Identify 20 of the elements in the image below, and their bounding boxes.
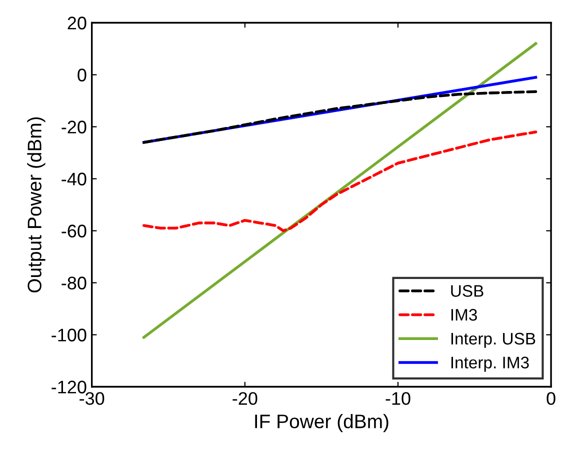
legend-label: Interp. IM3: [451, 356, 529, 372]
y-tick-label: 20: [68, 16, 86, 30]
y-tick-label: -120: [52, 380, 86, 394]
line-series: [142, 90, 538, 144]
y-tick-label: 0: [78, 68, 86, 82]
legend-label: USB: [451, 285, 484, 297]
y-axis-title: Output Power (dBm): [27, 117, 46, 292]
y-tick-label: -80: [62, 276, 86, 290]
line-series: [142, 130, 538, 232]
legend-label: IM3: [451, 308, 477, 321]
x-tick-label: -10: [386, 392, 410, 405]
y-tick-label: -60: [62, 224, 86, 238]
y-tick-label: -40: [62, 172, 86, 186]
x-axis-title: IF Power (dBm): [255, 414, 388, 432]
x-tick-label: -30: [80, 392, 104, 405]
legend-label: Interp. USB: [451, 332, 536, 348]
y-tick-label: -100: [52, 328, 86, 342]
x-tick-label: -20: [232, 392, 258, 405]
x-tick-label: 0: [546, 392, 556, 405]
y-tick-label: -20: [62, 120, 86, 134]
